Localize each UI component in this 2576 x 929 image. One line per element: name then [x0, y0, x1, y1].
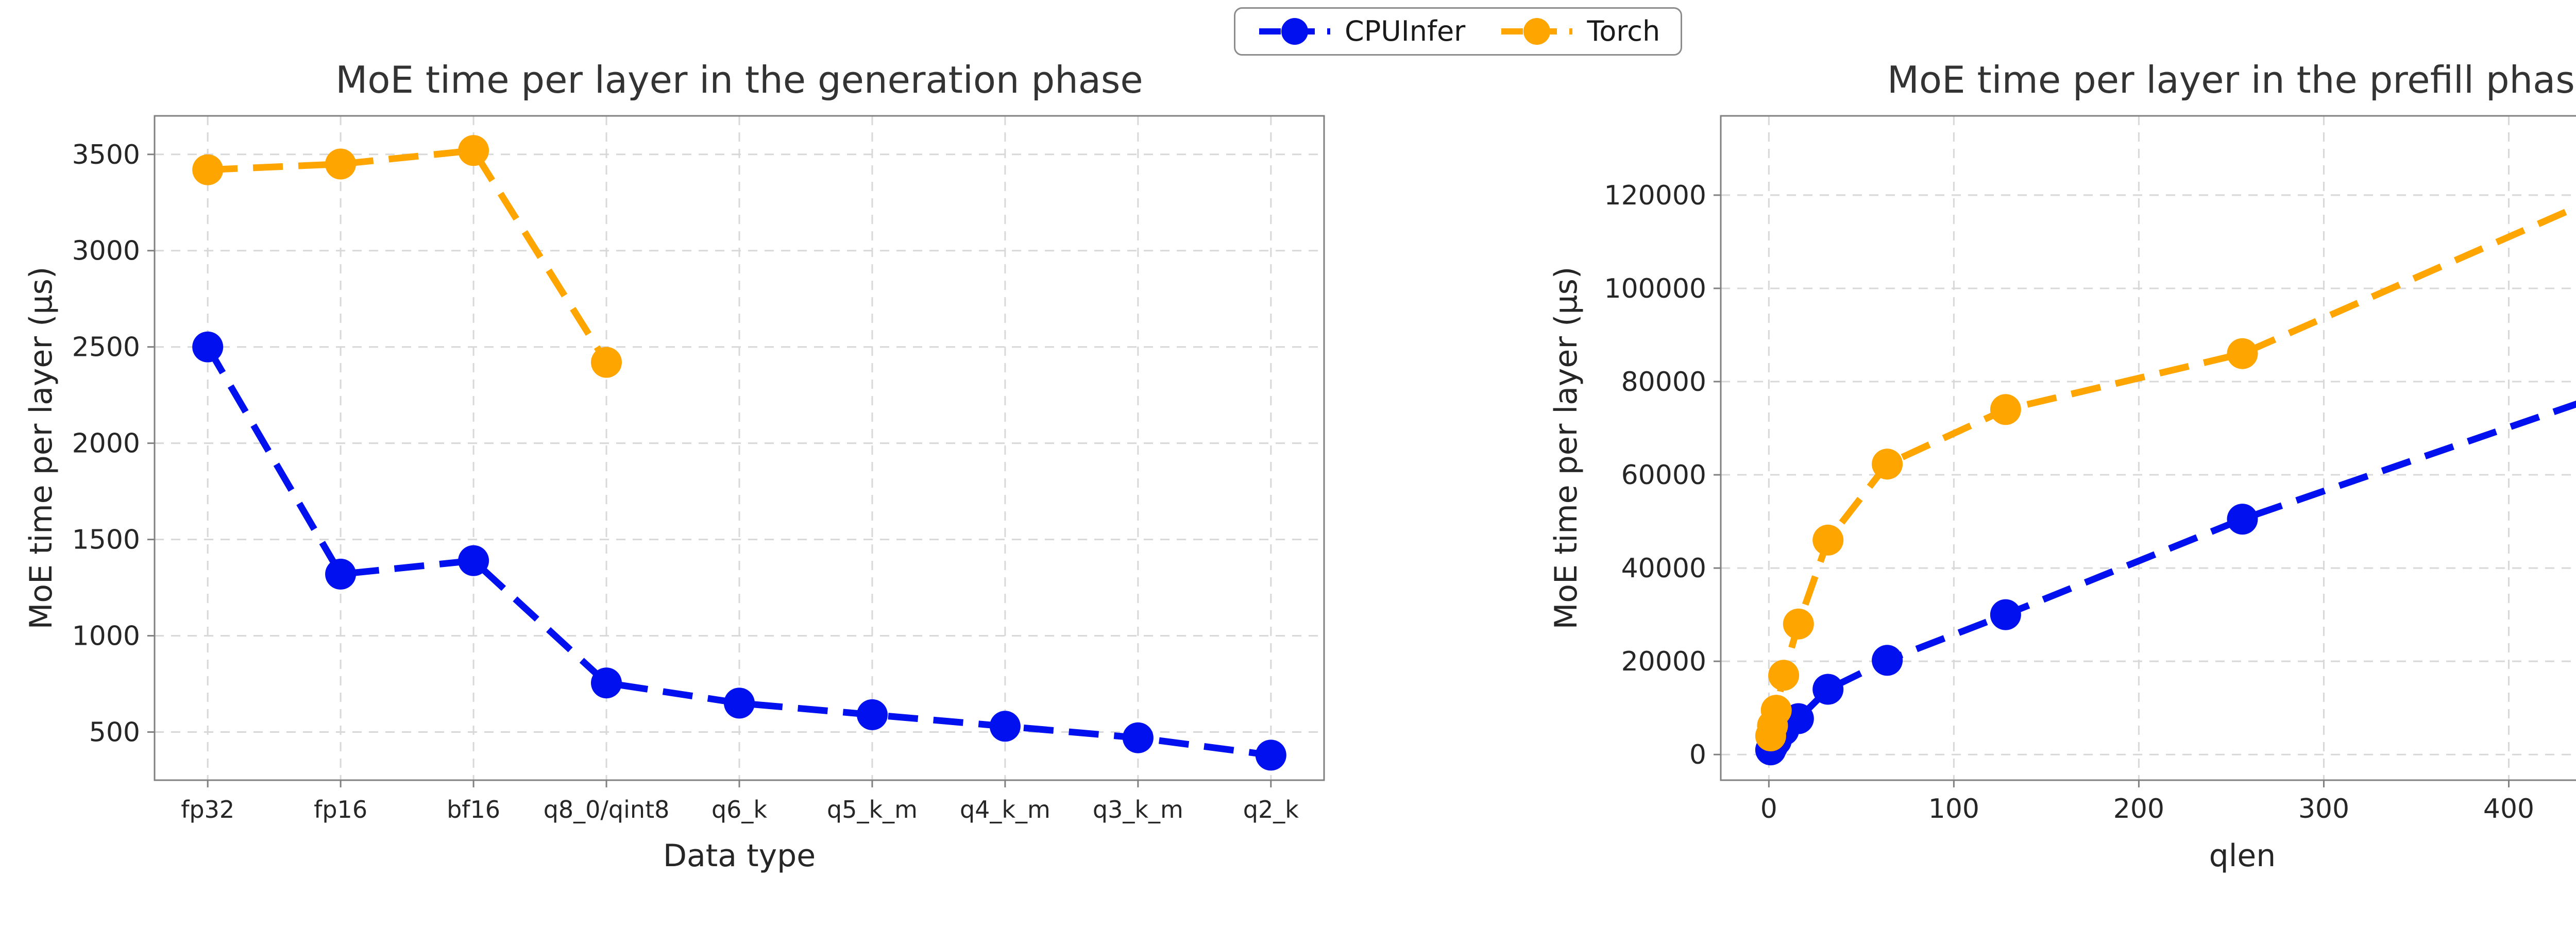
data-point-cpuinfer [989, 711, 1021, 742]
legend: CPUInfer Torch [1234, 7, 1683, 56]
data-point-cpuinfer [724, 687, 755, 719]
prefill-phase-chart: 0100200300400500020000400006000080000100… [1391, 0, 2576, 927]
data-point-cpuinfer [1872, 645, 1903, 676]
x-tick-label: q6_k [711, 796, 767, 823]
data-point-torch [2227, 338, 2258, 369]
y-axis-label: MoE time per layer (µs) [23, 267, 59, 630]
y-tick-label: 120000 [1604, 180, 1706, 211]
legend-dot [1281, 18, 1308, 45]
x-tick-label: q8_0/qint8 [544, 796, 670, 823]
data-point-torch [1990, 394, 2021, 425]
x-tick-label: bf16 [447, 796, 500, 823]
legend-dot [1523, 18, 1551, 45]
chart-title: MoE time per layer in the generation pha… [335, 58, 1143, 101]
x-tick-label: 100 [1928, 794, 1979, 824]
y-tick-label: 1000 [72, 621, 140, 652]
data-point-cpuinfer [1255, 739, 1286, 771]
x-tick-label: q3_k_m [1093, 796, 1183, 823]
data-point-torch [1760, 695, 1792, 726]
data-point-torch [1872, 449, 1903, 480]
legend-label: CPUInfer [1345, 15, 1466, 47]
data-point-cpuinfer [458, 545, 489, 576]
x-tick-label: 300 [2298, 794, 2349, 824]
y-tick-label: 500 [89, 717, 140, 748]
legend-item-cpuinfer: CPUInfer [1256, 15, 1465, 48]
series-line-torch [207, 147, 609, 365]
legend-marker-cpuinfer [1259, 18, 1330, 45]
y-tick-label: 3500 [72, 140, 140, 170]
x-tick-label: 200 [2113, 794, 2164, 824]
data-point-cpuinfer [591, 667, 622, 699]
x-tick-label: fp16 [314, 796, 367, 823]
x-tick-label: q5_k_m [827, 796, 918, 823]
data-point-cpuinfer [857, 699, 888, 730]
data-point-torch [458, 135, 489, 166]
data-point-torch [1812, 524, 1844, 556]
y-tick-label: 80000 [1621, 367, 1706, 398]
y-tick-label: 1500 [72, 525, 140, 556]
y-tick-label: 100000 [1604, 273, 1706, 304]
data-point-cpuinfer [1812, 674, 1844, 705]
legend-item-torch: Torch [1498, 15, 1660, 48]
generation-phase-chart: fp32 fp16 bf16 q8_0/qint8 q6_k q5_k_m q4_k_m q3… [23, 58, 1325, 874]
data-point-cpuinfer [1990, 599, 2021, 630]
y-tick-label: 0 [1689, 739, 1706, 770]
x-tick-label: q2_k [1243, 796, 1299, 823]
chart-title: MoE time per layer in the prefill phase [1887, 58, 2576, 101]
data-point-torch [325, 148, 357, 180]
y-tick-label: 2500 [72, 332, 140, 363]
x-tick-label: 0 [1760, 794, 1777, 824]
y-tick-label: 3000 [72, 236, 140, 267]
x-axis-label: qlen [2209, 838, 2276, 874]
y-axis-label: MoE time per layer (µs) [1548, 267, 1584, 630]
legend-label: Torch [1587, 15, 1660, 47]
x-axis-label: Data type [663, 838, 816, 874]
x-tick-label: fp32 [181, 796, 234, 823]
data-point-torch [1783, 608, 1814, 640]
prefill-phase-plot: 0100200300400500020000400006000080000100… [1548, 58, 2576, 874]
legend-marker-torch [1501, 18, 1573, 45]
series-line-cpuinfer [1768, 400, 2576, 752]
generation-phase-plot: fp32 fp16 bf16 q8_0/qint8 q6_k q5_k_m q4_k_m q3… [23, 58, 1325, 874]
y-tick-label: 40000 [1621, 553, 1706, 584]
data-point-torch [192, 154, 224, 185]
data-point-cpuinfer [1122, 722, 1154, 753]
x-tick-label: q4_k_m [960, 796, 1050, 823]
y-tick-label: 2000 [72, 428, 140, 459]
x-tick-label: 400 [2483, 794, 2534, 824]
y-tick-label: 20000 [1621, 646, 1706, 677]
data-point-torch [591, 347, 622, 378]
series-line-cpuinfer [205, 345, 1272, 759]
data-point-cpuinfer [192, 331, 224, 363]
plot-border [1720, 115, 2576, 781]
y-tick-label: 60000 [1621, 460, 1706, 491]
data-point-cpuinfer [2227, 504, 2258, 535]
data-point-cpuinfer [325, 558, 357, 590]
data-point-torch [1768, 660, 1800, 691]
